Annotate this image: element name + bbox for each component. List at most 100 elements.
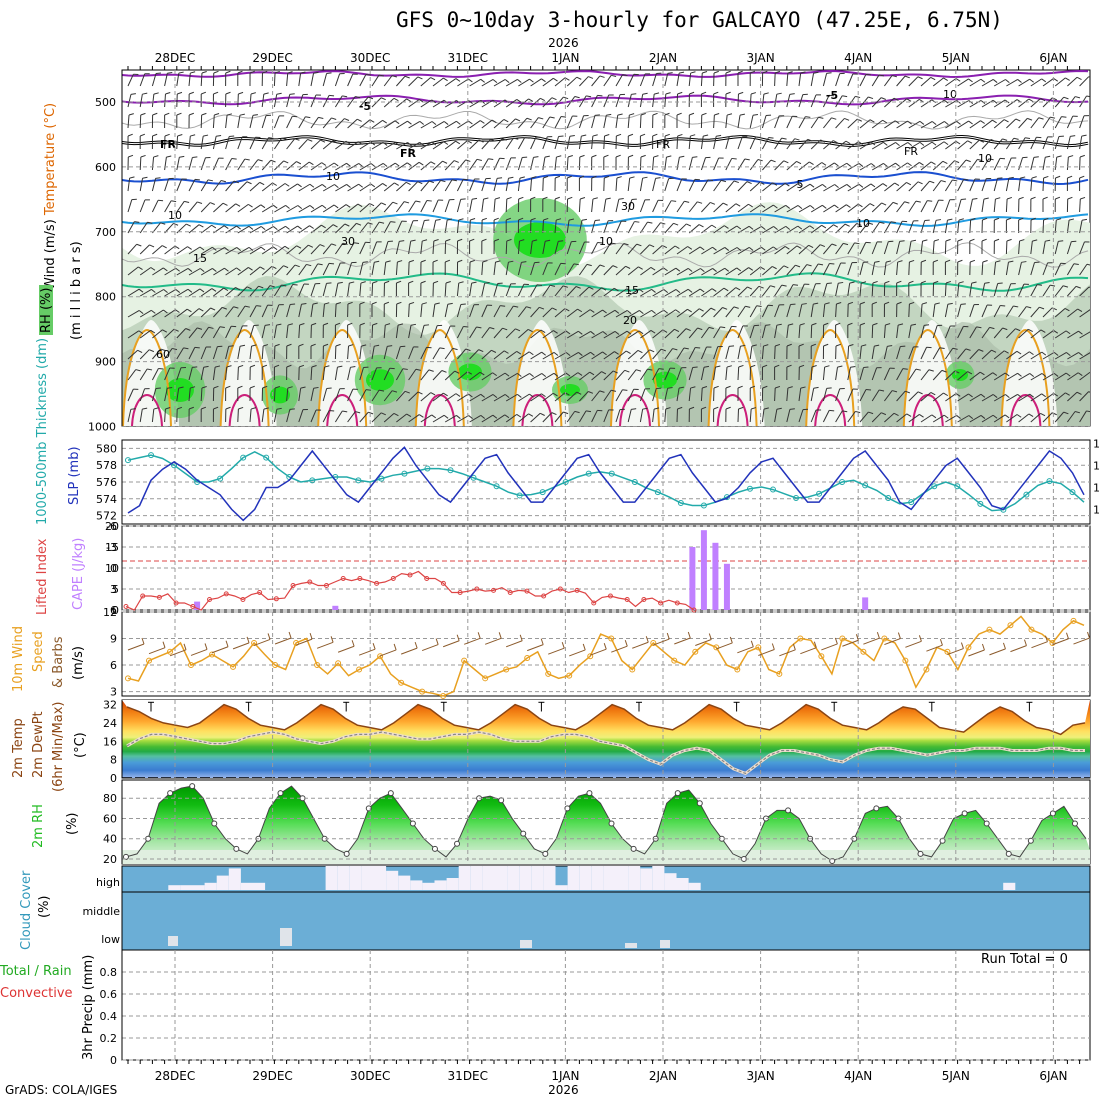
slp-tick-label: 1008 [1093,503,1100,516]
wind-barb-flag [431,99,437,104]
wind-barb-flag [332,224,338,228]
wind-barb [713,307,723,318]
wind-barb [1079,286,1090,297]
wind-barb-flag [590,351,595,356]
wind-barb [896,75,906,87]
wind-barb-flag [434,302,440,305]
wind-barb-flag [977,158,983,162]
wind-barb [737,267,749,276]
wind-barb [1018,137,1026,150]
wind-barb [469,349,479,360]
wind-barb [176,388,180,402]
wind-barb [810,366,813,381]
wind-barb-flag [738,364,744,368]
wind-barb [725,158,733,171]
thickness-marker [723,494,730,501]
contour-25 [521,393,554,426]
date-label-top: 30DEC [350,51,390,65]
wind-barb [786,325,789,339]
wind-barb [383,182,395,192]
wind-barb-flag [826,72,832,74]
wind-barb-flag [468,415,473,420]
wind-barb-flag [606,113,612,116]
li-marker [691,607,697,613]
wind-barb [1042,330,1054,339]
wind-barb [444,304,449,318]
date-label-bottom: 3JAN [747,1069,775,1083]
wind-barb-flag [614,309,620,314]
wind-barb-flag [428,369,434,372]
wind-barb [920,77,932,87]
wind-barb-flag [713,91,719,95]
wind-barb [1018,157,1024,171]
pressure-tick-label: 500 [95,96,116,109]
wind-barb [371,346,375,360]
wind-barb-flag [671,200,677,202]
wind-barb [164,388,168,402]
wind-barb [249,285,259,297]
wind-barb-flag [1043,175,1049,179]
wind-barb [993,372,1006,381]
wind-barb [505,137,514,150]
wind-barb [554,220,557,234]
wind-barb [408,161,420,171]
wind-barb [786,183,798,192]
wind-barb-flag [382,141,388,146]
wind-barb-flag [276,92,282,95]
rh-marker [542,850,549,857]
wind-barb-flag [919,120,925,125]
wind-barb-flag [640,133,646,137]
wind10m-barb [506,640,523,648]
wind-barb [139,244,150,255]
wind-barb-flag [921,302,928,305]
wind-barb-flag [260,246,266,251]
wind-barb-flag [259,266,265,270]
wind-barb-flag [538,117,544,120]
wind-barb [981,139,992,150]
wind10m-barb-flag [162,641,166,648]
wind-barb [298,244,309,255]
wind-barb [432,304,436,318]
wind-barb-flag [529,373,534,378]
wind-barb-flag [756,305,762,307]
wind-barb [676,328,687,339]
wind-barb [993,199,996,213]
thickness-marker [516,492,523,499]
wind-barb-flag [708,326,714,330]
wind-barb [395,241,400,255]
wind-barb-flag [468,393,473,398]
wind-barb [713,202,724,213]
cloud-level-label: middle [82,905,120,918]
rh-marker [167,790,174,797]
wind-barb [688,327,698,339]
wind-barb [1079,391,1089,402]
wind-barb [286,94,291,108]
wind-barb-flag [917,76,923,80]
wind-barb-flag [137,266,143,270]
wind-barb [444,393,457,402]
wind-barb [969,283,973,297]
wind-barb [786,94,791,108]
wind-barb-flag [692,366,698,368]
wind-barb-flag [320,139,326,143]
wind-barb-flag [878,74,885,77]
wind-barb [701,202,711,213]
wind-barb [737,408,740,423]
wind-barb-flag [943,77,948,81]
wind-barb [176,268,189,276]
wind10m-barb [485,637,502,645]
wind-barb [786,409,791,423]
wind-barb-flag [137,349,143,354]
rh-marker [1005,850,1012,857]
precip-tick-label: 0.2 [100,1032,118,1045]
wind-barb [871,74,880,87]
wind-barb-flag [517,372,522,377]
date-label-bottom: 29DEC [252,1069,292,1083]
wind-barb [627,94,632,108]
wind-barb-flag [552,392,558,397]
wind-barb-flag [460,303,466,305]
wind-barb-flag [831,117,837,120]
wind-speed-marker [566,672,573,679]
wind-barb-flag [481,217,488,221]
wind-barb [395,325,399,339]
